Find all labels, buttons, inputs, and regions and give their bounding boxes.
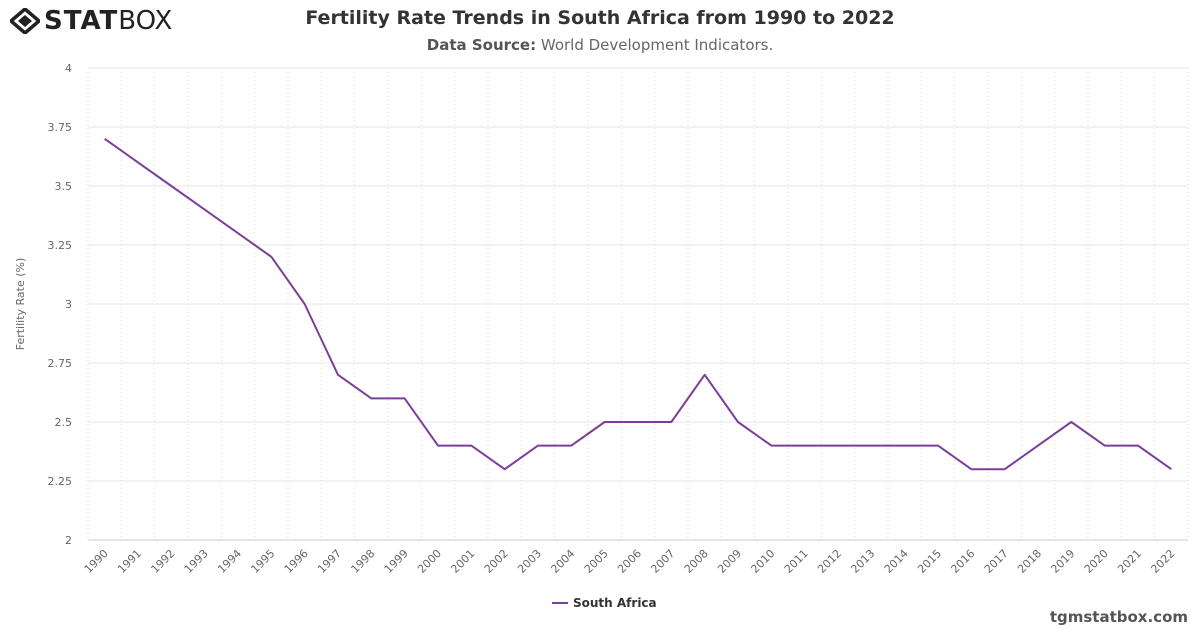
x-tick-label: 2002 bbox=[482, 547, 511, 576]
x-tick-label: 1997 bbox=[315, 547, 344, 576]
y-tick-label: 2.25 bbox=[48, 475, 73, 488]
logo-text-light: BOX bbox=[118, 6, 173, 36]
x-tick-label: 2010 bbox=[748, 547, 777, 576]
x-tick-label: 2022 bbox=[1148, 547, 1177, 576]
x-tick-label: 2019 bbox=[1048, 547, 1077, 576]
diamond-logo-icon bbox=[10, 8, 40, 34]
x-tick-label: 1992 bbox=[148, 547, 177, 576]
x-tick-label: 2007 bbox=[648, 547, 677, 576]
statbox-logo: STATBOX bbox=[10, 6, 172, 36]
y-tick-label: 4 bbox=[65, 62, 72, 75]
y-tick-label: 2 bbox=[65, 534, 72, 547]
x-tick-label: 2005 bbox=[582, 547, 611, 576]
x-tick-label: 2008 bbox=[682, 547, 711, 576]
x-tick-label: 2006 bbox=[615, 547, 644, 576]
x-tick-label: 1990 bbox=[82, 547, 111, 576]
x-tick-label: 2004 bbox=[548, 547, 577, 576]
chart-title: Fertility Rate Trends in South Africa fr… bbox=[305, 7, 895, 29]
series-line-south-africa bbox=[104, 137, 1172, 471]
x-tick-label: 2003 bbox=[515, 547, 544, 576]
x-tick-label: 2020 bbox=[1082, 547, 1111, 576]
y-tick-label: 3.25 bbox=[48, 239, 73, 252]
legend-item-south-africa[interactable]: South Africa bbox=[552, 596, 657, 610]
x-tick-label: 2018 bbox=[1015, 547, 1044, 576]
x-tick-label: 2016 bbox=[948, 547, 977, 576]
source-label: Data Source: bbox=[426, 36, 537, 54]
source-value: World Development Indicators. bbox=[540, 36, 774, 54]
x-tick-label: 2015 bbox=[915, 547, 944, 576]
logo-text-bold: STAT bbox=[44, 6, 119, 36]
legend-label: South Africa bbox=[573, 596, 657, 610]
x-tick-label: 1991 bbox=[115, 547, 144, 576]
x-tick-label: 2017 bbox=[982, 547, 1011, 576]
x-tick-label: 2013 bbox=[848, 547, 877, 576]
y-tick-label: 2.75 bbox=[48, 357, 73, 370]
x-tick-label: 2011 bbox=[782, 547, 811, 576]
y-tick-label: 3.75 bbox=[48, 121, 73, 134]
y-axis-label: Fertility Rate (%) bbox=[14, 258, 27, 351]
x-tick-label: 1996 bbox=[282, 547, 311, 576]
x-tick-label: 1995 bbox=[248, 547, 277, 576]
x-tick-label: 1999 bbox=[382, 547, 411, 576]
x-tick-label: 2009 bbox=[715, 547, 744, 576]
y-tick-label: 3.5 bbox=[55, 180, 73, 193]
chart-subtitle: Data Source: World Development Indicator… bbox=[0, 36, 1200, 54]
footer-site: tgmstatbox.com bbox=[1049, 608, 1188, 626]
x-tick-label: 2000 bbox=[415, 547, 444, 576]
x-tick-label: 2014 bbox=[882, 547, 911, 576]
x-tick-label: 1994 bbox=[215, 547, 244, 576]
x-tick-label: 1998 bbox=[348, 547, 377, 576]
x-tick-label: 2012 bbox=[815, 547, 844, 576]
x-tick-label: 2001 bbox=[448, 547, 477, 576]
y-tick-label: 3 bbox=[65, 298, 72, 311]
x-tick-label: 2021 bbox=[1115, 547, 1144, 576]
x-tick-label: 1993 bbox=[182, 547, 211, 576]
y-tick-label: 2.5 bbox=[55, 416, 73, 429]
